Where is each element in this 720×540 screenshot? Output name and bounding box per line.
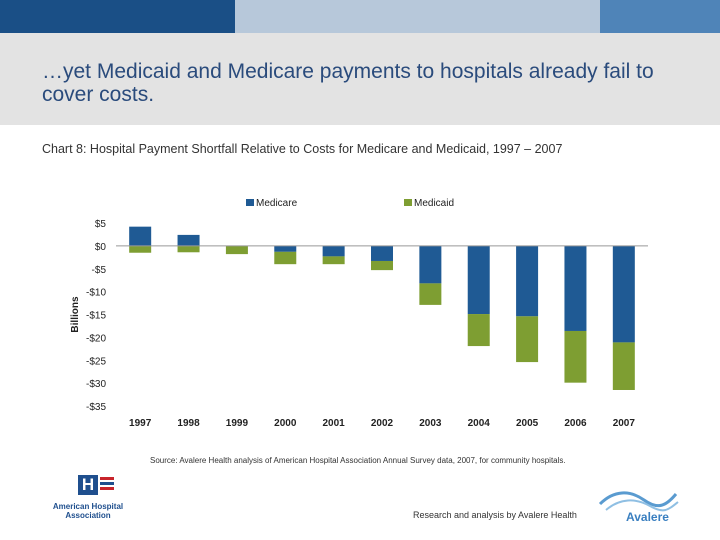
legend-label-medicaid: Medicaid [414,198,454,209]
bar-medicaid-1997 [129,245,152,253]
x-tick-label: 2006 [564,418,587,429]
y-tick-label: -$20 [86,333,106,344]
bar-medicaid-2003 [419,283,442,305]
bar-medicare-2005 [516,245,539,317]
banner-band [0,0,235,33]
bar-medicaid-2002 [371,260,393,271]
y-tick-label: $0 [95,242,107,253]
bar-medicaid-2000 [274,251,297,265]
avalere-name: Avalere [626,510,669,524]
bar-medicare-1998 [177,234,200,246]
banner-band [235,0,600,33]
aha-logo: H American Hospital Association [42,472,134,524]
bar-medicare-2004 [467,245,490,315]
x-tick-label: 1997 [129,418,152,429]
research-credit: Research and analysis by Avalere Health [413,510,577,520]
x-tick-label: 2005 [516,418,539,429]
bar-medicaid-2007 [612,342,635,390]
legend-swatch-medicaid [404,199,412,206]
legend-swatch-medicare [246,199,254,206]
legend-label-medicare: Medicare [256,198,298,209]
x-tick-label: 2002 [371,418,394,429]
y-axis-title: Billions [70,296,81,333]
x-tick-label: 2004 [468,418,491,429]
bar-medicaid-1999 [225,245,248,255]
y-tick-label: -$15 [86,311,106,322]
bar-medicaid-2001 [322,256,345,265]
title-bar [0,33,720,125]
x-tick-label: 1999 [226,418,249,429]
flag-stripes-icon [100,477,114,492]
x-tick-label: 2000 [274,418,297,429]
aha-h-mark: H [78,475,98,495]
bar-medicaid-2005 [516,316,539,363]
bar-medicare-2000 [274,245,297,252]
bar-medicare-2006 [564,245,587,331]
bar-medicare-1997 [129,226,152,246]
y-tick-label: -$30 [86,379,106,390]
x-tick-label: 1998 [177,418,200,429]
y-tick-label: -$5 [92,265,107,276]
slide-title: …yet Medicaid and Medicare payments to h… [42,60,654,106]
bar-medicaid-1998 [177,245,200,253]
bar-medicare-2002 [371,245,393,261]
bar-medicaid-2006 [564,330,587,383]
x-tick-label: 2007 [613,418,636,429]
chart-caption: Chart 8: Hospital Payment Shortfall Rela… [42,142,563,156]
y-tick-label: -$35 [86,402,106,413]
aha-name: American Hospital Association [52,502,124,520]
y-tick-label: $5 [95,219,107,230]
y-tick-label: -$25 [86,356,106,367]
banner-band [600,0,720,33]
bar-medicare-2007 [612,245,635,343]
x-tick-label: 2001 [323,418,346,429]
bar-medicare-2001 [322,245,345,257]
top-banner [0,0,720,33]
x-tick-label: 2003 [419,418,442,429]
bar-medicare-2003 [419,245,442,284]
avalere-logo: Avalere [596,488,680,528]
source-note: Source: Avalere Health analysis of Ameri… [150,456,566,465]
waves-icon [598,491,679,512]
bar-medicaid-2004 [467,314,490,347]
y-tick-label: -$10 [86,288,106,299]
